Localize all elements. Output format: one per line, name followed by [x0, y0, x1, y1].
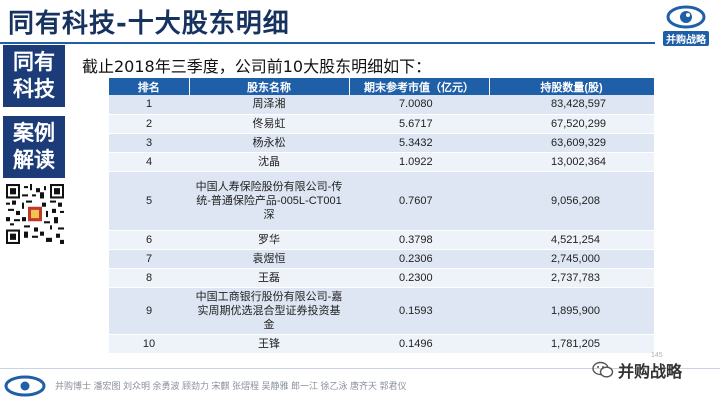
cell-name: 周泽湘 — [189, 95, 349, 115]
cell-value: 0.1593 — [349, 287, 489, 335]
wechat-icon — [592, 361, 614, 378]
cell-shares: 9,056,208 — [489, 171, 654, 231]
cell-shares: 2,737,783 — [489, 268, 654, 288]
cell-name: 王锋 — [189, 334, 349, 354]
table-row: 6 罗华 0.3798 4,521,254 — [109, 230, 654, 250]
cell-value: 5.3432 — [349, 133, 489, 153]
cell-shares: 63,609,329 — [489, 133, 654, 153]
page-title: 同有科技-十大股东明细 — [8, 8, 290, 39]
logo-text: 并购战略 — [663, 31, 709, 46]
table-row: 9 中国工商银行股份有限公司-嘉实周期优选混合型证券投资基金 0.1593 1,… — [109, 287, 654, 335]
cell-rank: 8 — [109, 268, 189, 288]
side-panel: 同有 科技 案例 解读 — [3, 45, 65, 178]
side-block-case-line1: 案例 — [13, 121, 55, 145]
side-block-case: 案例 解读 — [3, 116, 65, 178]
side-block-company: 同有 科技 — [3, 45, 65, 107]
cell-rank: 6 — [109, 230, 189, 250]
column-header-name: 股东名称 — [189, 78, 350, 95]
column-header-value: 期末参考市值（亿元） — [349, 78, 490, 95]
cell-shares: 83,428,597 — [489, 95, 654, 115]
brand-logo: 并购战略 — [658, 4, 714, 48]
table-row: 8 王磊 0.2300 2,737,783 — [109, 268, 654, 288]
wechat-watermark: 并购战略 — [592, 358, 682, 382]
cell-rank: 10 — [109, 334, 189, 354]
cell-value: 0.2306 — [349, 249, 489, 269]
title-divider — [0, 42, 655, 44]
side-block-case-line2: 解读 — [13, 148, 55, 172]
footer: 并购博士 潘宏图 刘众明 余勇波 顾劲力 宋麒 张熠程 吴静雅 郎一江 徐乙泳 … — [0, 352, 720, 405]
table-row: 2 佟易虹 5.6717 67,520,299 — [109, 114, 654, 134]
cell-rank: 9 — [109, 287, 189, 335]
cell-value: 1.0922 — [349, 152, 489, 172]
table-row: 7 袁煜恒 0.2306 2,745,000 — [109, 249, 654, 269]
cell-value: 0.1496 — [349, 334, 489, 354]
page-number: 145 — [651, 352, 663, 359]
cell-name: 罗华 — [189, 230, 349, 250]
cell-value: 0.7607 — [349, 171, 489, 231]
qr-code-icon — [6, 184, 64, 244]
side-block-company-line1: 同有 — [13, 50, 55, 74]
cell-rank: 3 — [109, 133, 189, 153]
cell-shares: 1,895,900 — [489, 287, 654, 335]
cell-name: 杨永松 — [189, 133, 349, 153]
cell-rank: 1 — [109, 95, 189, 115]
cell-name: 袁煜恒 — [189, 249, 349, 269]
cell-value: 0.2300 — [349, 268, 489, 288]
cell-shares: 13,002,364 — [489, 152, 654, 172]
side-block-company-line2: 科技 — [13, 77, 55, 101]
cell-name: 中国人寿保险股份有限公司-传统-普通保险产品-005L-CT001深 — [189, 171, 349, 231]
cell-value: 0.3798 — [349, 230, 489, 250]
cell-value: 5.6717 — [349, 114, 489, 134]
cell-name: 佟易虹 — [189, 114, 349, 134]
title-bar: 同有科技-十大股东明细 — [0, 0, 720, 42]
shareholder-table: 排名 股东名称 期末参考市值（亿元） 持股数量(股) 1 周泽湘 7.0080 … — [109, 78, 655, 354]
column-header-shares: 持股数量(股) — [489, 78, 655, 95]
footer-author-names: 并购博士 潘宏图 刘众明 余勇波 顾劲力 宋麒 张熠程 吴静雅 郎一江 徐乙泳 … — [55, 381, 407, 391]
intro-text: 截止2018年三季度，公司前10大股东明细如下： — [82, 57, 432, 76]
table-row: 4 沈晶 1.0922 13,002,364 — [109, 152, 654, 172]
table-row: 1 周泽湘 7.0080 83,428,597 — [109, 95, 654, 115]
eye-logo-icon — [666, 5, 706, 29]
table-row: 5 中国人寿保险股份有限公司-传统-普通保险产品-005L-CT001深 0.7… — [109, 171, 654, 231]
table-header-row: 排名 股东名称 期末参考市值（亿元） 持股数量(股) — [109, 78, 655, 95]
wechat-label: 并购战略 — [618, 362, 683, 381]
cell-shares: 2,745,000 — [489, 249, 654, 269]
cell-rank: 4 — [109, 152, 189, 172]
cell-rank: 5 — [109, 171, 189, 231]
cell-name: 王磊 — [189, 268, 349, 288]
cell-value: 7.0080 — [349, 95, 489, 115]
cell-name: 中国工商银行股份有限公司-嘉实周期优选混合型证券投资基金 — [189, 287, 349, 335]
cell-rank: 7 — [109, 249, 189, 269]
table-row: 3 杨永松 5.3432 63,609,329 — [109, 133, 654, 153]
cell-name: 沈晶 — [189, 152, 349, 172]
table-row: 10 王锋 0.1496 1,781,205 — [109, 334, 654, 354]
cell-shares: 4,521,254 — [489, 230, 654, 250]
cell-shares: 1,781,205 — [489, 334, 654, 354]
shareholder-table-container: 排名 股东名称 期末参考市值（亿元） 持股数量(股) 1 周泽湘 7.0080 … — [109, 78, 655, 354]
cell-shares: 67,520,299 — [489, 114, 654, 134]
column-header-rank: 排名 — [109, 78, 190, 95]
footer-logo-icon — [4, 375, 46, 397]
cell-rank: 2 — [109, 114, 189, 134]
